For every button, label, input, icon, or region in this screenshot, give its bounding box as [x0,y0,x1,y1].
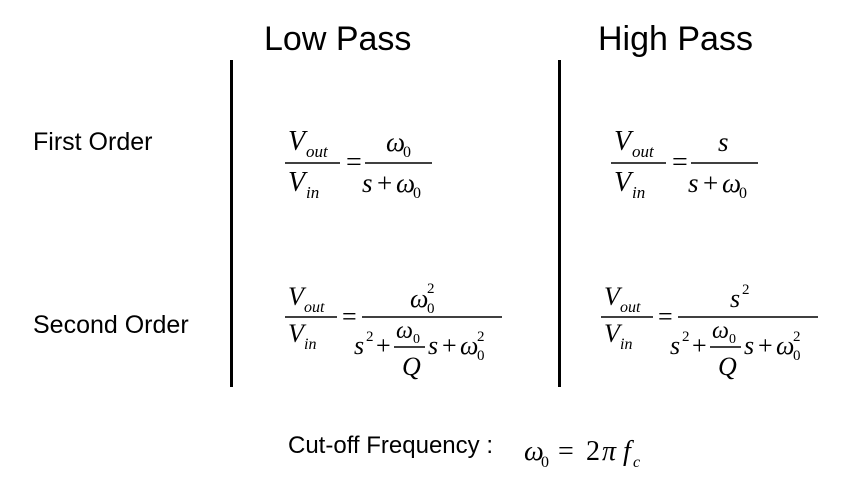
svg-text:V: V [614,167,634,198]
svg-text:2: 2 [366,329,374,345]
svg-text:2: 2 [793,329,801,345]
low-pass-header: Low Pass [264,20,412,58]
svg-text:+: + [377,168,392,198]
second-order-lowpass-formula: V out V in = ω 2 0 s 2 + ω 0 Q s + ω 2 0 [285,281,502,381]
first-order-lowpass-formula: V out V in = ω 0 s + ω 0 [285,126,432,202]
second-order-highpass-formula: V out V in = s 2 s 2 + ω 0 Q s + ω 2 0 [601,282,818,381]
svg-text:0: 0 [427,301,435,317]
svg-text:s: s [362,168,373,198]
svg-text:s: s [688,168,699,198]
svg-text:V: V [288,126,308,157]
svg-text:ω: ω [776,331,794,360]
svg-text:ω: ω [460,331,478,360]
svg-text:s: s [354,331,364,360]
svg-text:0: 0 [793,348,801,364]
svg-text:2: 2 [682,329,690,345]
svg-text:0: 0 [541,454,549,471]
svg-text:ω: ω [722,168,741,198]
column-divider-right [558,60,561,387]
svg-text:s: s [670,331,680,360]
svg-text:out: out [306,142,329,161]
svg-text:in: in [632,183,645,202]
svg-text:=: = [672,147,688,178]
svg-text:=: = [342,302,357,331]
svg-text:2: 2 [742,282,750,298]
svg-text:2: 2 [427,281,435,297]
svg-text:f: f [623,436,634,467]
svg-text:out: out [632,142,655,161]
cutoff-frequency-formula: ω 0 = 2 π f c [524,436,640,471]
svg-text:V: V [604,282,623,311]
svg-text:+: + [692,331,707,360]
svg-text:V: V [288,319,307,348]
first-order-label: First Order [33,128,153,156]
svg-text:s: s [744,331,754,360]
svg-text:+: + [758,331,773,360]
svg-text:0: 0 [729,332,736,347]
high-pass-header: High Pass [598,20,753,58]
svg-text:=: = [558,436,574,467]
svg-text:0: 0 [413,185,421,202]
svg-text:out: out [620,299,641,316]
svg-text:0: 0 [413,332,420,347]
svg-text:=: = [658,302,673,331]
svg-text:V: V [288,167,308,198]
svg-text:0: 0 [477,348,485,364]
svg-text:+: + [376,331,391,360]
second-order-label: Second Order [33,311,189,339]
svg-text:ω: ω [396,168,415,198]
svg-text:V: V [604,319,623,348]
svg-text:s: s [428,331,438,360]
svg-text:0: 0 [403,144,411,161]
svg-text:in: in [620,336,632,353]
svg-text:in: in [304,336,316,353]
svg-text:0: 0 [739,185,747,202]
svg-text:ω: ω [524,436,544,467]
svg-text:s: s [730,284,740,313]
svg-text:ω: ω [410,284,428,313]
svg-text:=: = [346,147,362,178]
svg-text:out: out [304,299,325,316]
svg-text:+: + [703,168,718,198]
svg-text:Q: Q [402,352,421,381]
svg-text:+: + [442,331,457,360]
svg-text:in: in [306,183,319,202]
svg-text:π: π [602,436,617,467]
column-divider-left [230,60,233,387]
svg-text:s: s [718,127,729,157]
cutoff-frequency-label: Cut-off Frequency : [288,432,493,459]
svg-text:V: V [288,282,307,311]
svg-text:2: 2 [586,436,600,467]
svg-text:2: 2 [477,329,485,345]
svg-text:V: V [614,126,634,157]
svg-text:ω: ω [712,318,729,344]
first-order-highpass-formula: V out V in = s s + ω 0 [611,126,758,202]
svg-text:ω: ω [396,318,413,344]
svg-text:Q: Q [718,352,737,381]
svg-text:ω: ω [386,127,405,157]
svg-text:c: c [633,454,640,471]
